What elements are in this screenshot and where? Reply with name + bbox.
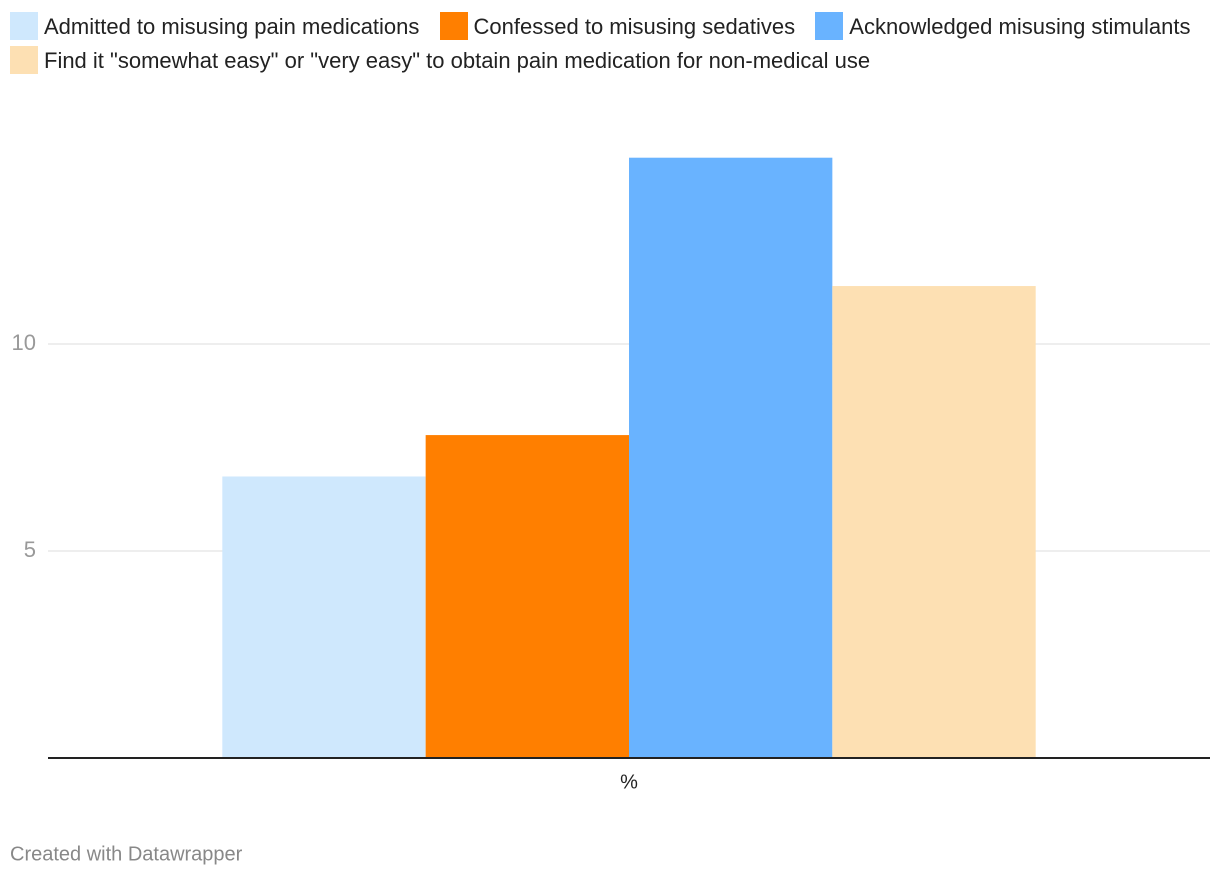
legend-item: Confessed to misusing sedatives [439, 12, 796, 40]
legend-item: Find it "somewhat easy" or "very easy" t… [10, 46, 871, 74]
legend-label: Acknowledged misusing stimulants [849, 14, 1191, 39]
legend: Admitted to misusing pain medications Co… [10, 10, 1210, 78]
legend-item: Acknowledged misusing stimulants [815, 12, 1191, 40]
bar [425, 435, 629, 758]
x-tick-label: % [620, 771, 638, 793]
legend-item: Admitted to misusing pain medications [10, 12, 420, 40]
y-tick-label: 5 [24, 537, 36, 562]
credit: Created with Datawrapper [10, 843, 243, 865]
legend-swatch [10, 46, 38, 74]
legend-swatch [10, 12, 38, 40]
legend-label: Confessed to misusing sedatives [473, 14, 796, 39]
legend-label: Admitted to misusing pain medications [44, 14, 420, 39]
bar [832, 286, 1036, 758]
bar [629, 157, 833, 758]
bar [222, 476, 426, 758]
legend-swatch [815, 12, 844, 40]
legend-label: Find it "somewhat easy" or "very easy" t… [44, 48, 871, 73]
y-tick-label: 10 [12, 330, 36, 355]
legend-swatch [439, 12, 468, 40]
